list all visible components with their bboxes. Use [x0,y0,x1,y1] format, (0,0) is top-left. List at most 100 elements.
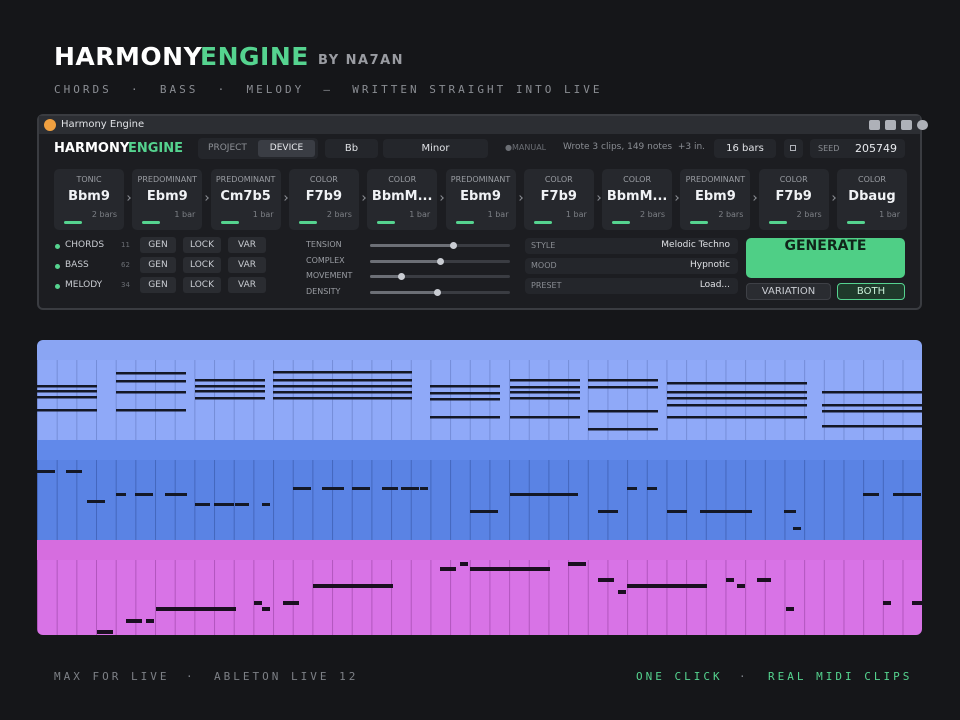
seed-box[interactable]: SEED 205749 [810,139,905,158]
chord-card[interactable]: COLOR F7b9 1 bar [523,169,594,230]
slider-track[interactable] [370,275,510,279]
option-value: Load... [699,280,730,290]
chord-card[interactable]: TONIC Bbm9 2 bars [54,169,124,230]
track-button[interactable]: VAR [228,257,266,273]
chord-card[interactable]: COLOR F7b9 2 bars [758,169,829,230]
card-progress [533,221,552,224]
chord-card[interactable]: COLOR BbmM... 2 bars [602,169,673,230]
grid-line [804,460,806,540]
grid-line [155,460,157,540]
slider-thumb[interactable] [437,257,444,265]
grid-line [155,360,157,440]
grid-line [509,360,511,440]
midi-note [510,379,580,382]
option-select[interactable]: PRESET Load... [525,278,738,294]
length-select[interactable]: 16 bars [714,139,776,158]
track-button[interactable]: GEN [140,257,176,273]
option-label: MOOD [531,261,557,270]
grid-line [37,460,38,540]
track-button[interactable]: VAR [228,277,266,293]
midi-note [647,487,657,490]
generate-button[interactable]: GENERATE [746,238,905,278]
tab-active[interactable]: DEVICE [258,140,315,157]
grid-line [784,360,786,440]
slider-thumb[interactable] [449,242,457,249]
random-button[interactable] [784,139,803,158]
midi-note [470,567,550,571]
grid-line [627,560,629,635]
midi-note [510,493,578,496]
option-select[interactable]: STYLE Melodic Techno [525,238,738,254]
card-role: COLOR [544,175,573,184]
grid-line [391,460,393,540]
track-button[interactable]: VAR [228,237,266,253]
grid-line [666,560,668,635]
grid-line [273,460,275,540]
card-role: PREDOMINANT [450,175,511,184]
midi-note [510,397,580,400]
key-select[interactable]: Bb [325,139,378,158]
grid-line [194,360,196,440]
grid-line [253,460,255,540]
slider-fill [370,275,401,279]
midi-note [195,397,265,400]
piano-roll-svg [37,340,922,635]
scale-select[interactable]: Minor [383,139,488,158]
midi-note [700,510,752,513]
chord-card[interactable]: PREDOMINANT Ebm9 2 bars [680,169,751,230]
window-icon[interactable] [917,120,928,130]
midi-note [273,379,412,382]
card-bars: 1 bar [487,210,509,219]
card-bars: 1 bar [565,210,587,219]
midi-note [146,619,154,623]
grid-line [371,460,373,540]
track-button[interactable]: LOCK [183,237,221,253]
window-icon[interactable] [901,120,912,130]
chord-card[interactable]: COLOR F7b9 2 bars [288,169,359,230]
track-button[interactable]: GEN [140,277,176,293]
track-button[interactable]: LOCK [183,257,221,273]
slider-thumb[interactable] [397,273,405,281]
window-icon[interactable] [885,120,896,130]
midi-note [726,578,734,582]
midi-note [293,487,311,490]
chord-card[interactable]: COLOR BbmM... 1 bar [367,169,438,230]
midi-note [883,601,891,605]
midi-note [37,396,97,399]
track-button[interactable]: LOCK [183,277,221,293]
midi-note [667,382,807,385]
track-button[interactable]: GEN [140,237,176,253]
both-button[interactable]: BOTH [837,283,905,300]
melody-clip [37,560,922,635]
grid-line [764,360,766,440]
midi-note [273,371,412,374]
chord-card[interactable]: PREDOMINANT Ebm9 1 bar [132,169,203,230]
tab[interactable]: PROJECT [208,143,247,153]
option-select[interactable]: MOOD Hypnotic [525,258,738,274]
grid-line [627,360,629,440]
grid-line [843,560,845,635]
midi-note [627,487,637,490]
track-name: BASS [65,260,89,270]
slider-fill [370,244,453,247]
midi-note [382,487,398,490]
random-icon [790,145,796,151]
grid-line [784,560,786,635]
window-icon[interactable] [869,120,880,130]
midi-note [37,385,97,388]
grid-line [646,460,648,540]
midi-note [116,409,186,412]
slider-fill [370,291,438,295]
grid-line [391,360,393,440]
midi-note [822,404,922,407]
chord-card[interactable]: PREDOMINANT Cm7b5 1 bar [210,169,281,230]
variation-button[interactable]: VARIATION [746,283,831,300]
slider-thumb[interactable] [434,289,442,297]
chord-card[interactable]: COLOR Dbaug 1 bar [837,169,907,230]
title-accent: ENGINE [200,42,309,71]
grid-line [115,560,117,635]
grid-line [528,560,530,635]
grid-line [863,560,865,635]
chord-card[interactable]: PREDOMINANT Ebm9 1 bar [445,169,516,230]
grid-line [823,460,825,540]
